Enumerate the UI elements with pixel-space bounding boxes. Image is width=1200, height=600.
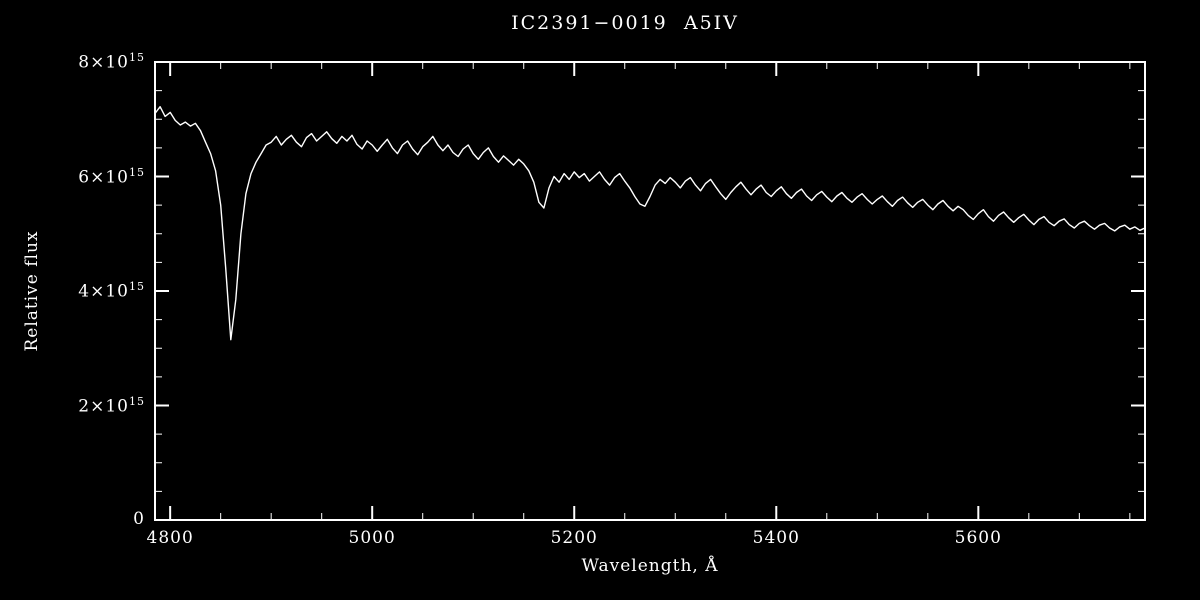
spectrum-line xyxy=(154,105,1146,341)
y-tick-label: 4×1015 xyxy=(78,280,145,302)
plot-frame xyxy=(154,61,1146,521)
y-tick-label: 8×1015 xyxy=(78,51,145,73)
y-tick-label: 0 xyxy=(133,509,145,529)
x-axis-label: Wavelength, Å xyxy=(581,556,719,576)
x-tick-label: 5400 xyxy=(752,528,800,548)
x-tick-label: 5000 xyxy=(348,528,396,548)
x-tick-label: 5200 xyxy=(550,528,598,548)
y-tick-label: 2×1015 xyxy=(78,394,145,417)
x-tick-label: 4800 xyxy=(146,528,194,548)
plot-title: IC2391−0019 A5IV xyxy=(511,12,739,34)
y-tick-label: 6×1015 xyxy=(78,165,145,188)
x-tick-label: 5600 xyxy=(954,528,1002,548)
